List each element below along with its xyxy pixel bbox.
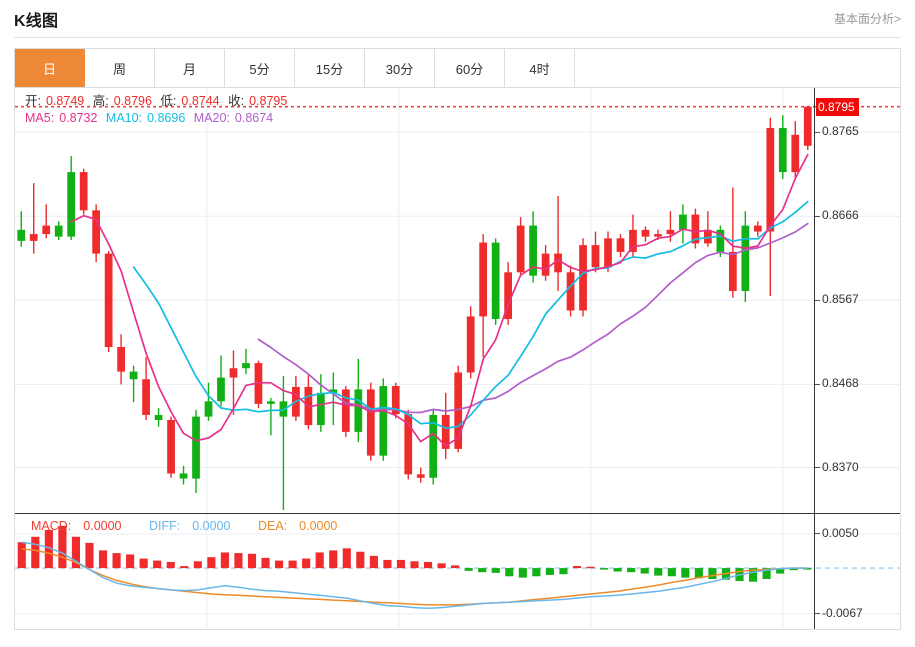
- price-tick-4: 0.8370: [815, 460, 859, 474]
- macd-svg: [15, 514, 900, 629]
- dea-value: 0.0000: [299, 519, 338, 533]
- tab-label: 15分: [315, 61, 344, 77]
- tab-0[interactable]: 日: [15, 49, 85, 87]
- ma-legend-row: MA5: 0.8732 MA10: 0.8696 MA20: 0.8674: [25, 110, 292, 127]
- diff-readout: DIFF: 0.0000: [149, 519, 242, 533]
- price-tick-1: 0.8666: [815, 208, 859, 222]
- ma20-label: MA20:: [193, 111, 230, 125]
- ma10-label: MA10:: [105, 111, 143, 125]
- price-tick-label: 0.8468: [822, 376, 859, 391]
- ma10-value: 0.8696: [147, 111, 186, 125]
- timeframe-tabs: 日 周 月 5分 15分 30分 60分 4时: [14, 48, 901, 88]
- diff-label: DIFF:: [149, 519, 181, 533]
- close-label: 收:: [228, 94, 245, 108]
- dea-readout: DEA: 0.0000: [258, 519, 349, 533]
- ma20-value: 0.8674: [234, 111, 274, 125]
- tab-label: 周: [112, 61, 126, 77]
- price-tick-label: 0.8370: [822, 459, 859, 474]
- chart-legend: 开: 0.8749 高: 0.8796 低: 0.8744 收: 0.8795 MA5:…: [25, 93, 292, 127]
- tab-3[interactable]: 5分: [225, 49, 295, 87]
- macd-label: MACD:: [31, 519, 72, 533]
- tab-7[interactable]: 4时: [505, 49, 575, 87]
- ma5-value: 0.8732: [59, 111, 98, 125]
- tab-filler: [575, 49, 900, 87]
- macd-tick-1: -0.0067: [815, 606, 863, 620]
- tab-5[interactable]: 30分: [365, 49, 435, 87]
- macd-legend: MACD: 0.0000 DIFF: 0.0000 DEA: 0.0000: [31, 519, 361, 533]
- macd-tick-label: -0.0067: [822, 605, 863, 620]
- page-title: K线图: [14, 12, 59, 30]
- chart-container: 开: 0.8749 高: 0.8796 低: 0.8744 收: 0.8795 MA5:…: [14, 88, 901, 630]
- macd-value: 0.0000: [83, 519, 122, 533]
- macd-chart-pane[interactable]: MACD: 0.0000 DIFF: 0.0000 DEA: 0.0000 0.005…: [15, 514, 900, 629]
- low-label: 低:: [160, 94, 177, 108]
- candlestick-svg: [15, 88, 900, 513]
- current-price-badge: 0.8795: [816, 97, 859, 116]
- price-tick-3: 0.8468: [815, 376, 859, 390]
- high-value: 0.8796: [113, 94, 152, 108]
- header-divider: [14, 37, 901, 38]
- price-tick-label: 0.8567: [822, 292, 859, 307]
- tab-label: 60分: [455, 61, 484, 77]
- close-value: 0.8795: [249, 94, 288, 108]
- low-value: 0.8744: [181, 94, 220, 108]
- tab-6[interactable]: 60分: [435, 49, 505, 87]
- price-tick-2: 0.8567: [815, 292, 859, 306]
- dea-label: DEA:: [257, 519, 288, 533]
- page-header: K线图 基本面分析>: [0, 0, 915, 37]
- tab-1[interactable]: 周: [85, 49, 155, 87]
- price-chart-pane[interactable]: 开: 0.8749 高: 0.8796 低: 0.8744 收: 0.8795 MA5:…: [15, 88, 900, 514]
- tab-2[interactable]: 月: [155, 49, 225, 87]
- tab-4[interactable]: 15分: [295, 49, 365, 87]
- price-tick-label: 0.8765: [822, 124, 859, 139]
- tab-label: 月: [182, 61, 196, 77]
- high-label: 高:: [92, 94, 109, 108]
- price-tick-0: 0.8765: [815, 124, 859, 138]
- price-tick-label: 0.8666: [822, 208, 859, 223]
- diff-value: 0.0000: [192, 519, 231, 533]
- open-label: 开:: [25, 94, 41, 108]
- fundamental-analysis-link[interactable]: 基本面分析>: [833, 12, 901, 26]
- ohlc-legend-row: 开: 0.8749 高: 0.8796 低: 0.8744 收: 0.8795: [25, 93, 292, 110]
- macd-tick-label: 0.0050: [822, 526, 859, 541]
- macd-tick-0: 0.0050: [815, 526, 859, 540]
- tab-label: 30分: [385, 61, 414, 77]
- tab-label: 日: [42, 61, 56, 77]
- macd-readout: MACD: 0.0000: [31, 519, 134, 533]
- tab-label: 5分: [249, 61, 270, 77]
- open-value: 0.8749: [45, 94, 85, 108]
- ma5-label: MA5:: [25, 111, 55, 125]
- tab-label: 4时: [529, 61, 550, 77]
